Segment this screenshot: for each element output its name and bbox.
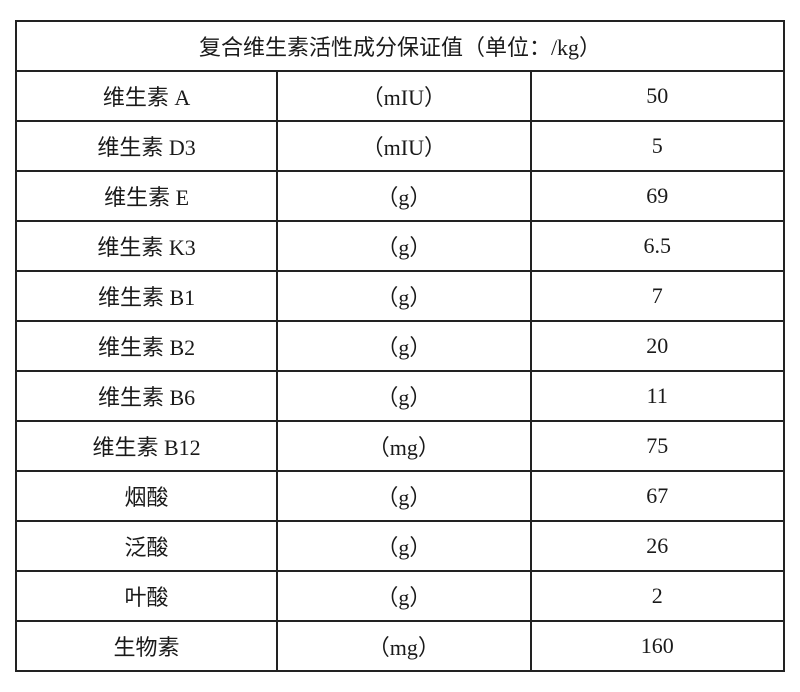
cell-value: 26 [531, 521, 784, 571]
cell-name: 维生素 B2 [16, 321, 277, 371]
cell-name: 维生素 B6 [16, 371, 277, 421]
table-row: 维生素 B2 （g） 20 [16, 321, 784, 371]
cell-name: 生物素 [16, 621, 277, 671]
cell-unit: （g） [277, 171, 530, 221]
cell-name: 维生素 B12 [16, 421, 277, 471]
cell-unit: （g） [277, 221, 530, 271]
cell-value: 160 [531, 621, 784, 671]
cell-value: 11 [531, 371, 784, 421]
cell-name: 泛酸 [16, 521, 277, 571]
cell-value: 5 [531, 121, 784, 171]
cell-value: 2 [531, 571, 784, 621]
cell-name: 叶酸 [16, 571, 277, 621]
table-header-title: 复合维生素活性成分保证值（单位：/kg） [16, 21, 784, 71]
cell-unit: （mg） [277, 621, 530, 671]
cell-name: 维生素 D3 [16, 121, 277, 171]
cell-unit: （mIU） [277, 71, 530, 121]
table-row: 维生素 B1 （g） 7 [16, 271, 784, 321]
table-row: 维生素 K3 （g） 6.5 [16, 221, 784, 271]
table-row: 维生素 D3 （mIU） 5 [16, 121, 784, 171]
table-header-row: 复合维生素活性成分保证值（单位：/kg） [16, 21, 784, 71]
table-row: 维生素 A （mIU） 50 [16, 71, 784, 121]
cell-unit: （g） [277, 471, 530, 521]
cell-value: 6.5 [531, 221, 784, 271]
cell-unit: （g） [277, 321, 530, 371]
cell-value: 7 [531, 271, 784, 321]
cell-name: 维生素 A [16, 71, 277, 121]
cell-value: 75 [531, 421, 784, 471]
cell-name: 维生素 E [16, 171, 277, 221]
cell-unit: （g） [277, 521, 530, 571]
table-row: 泛酸 （g） 26 [16, 521, 784, 571]
cell-name: 维生素 B1 [16, 271, 277, 321]
cell-unit: （g） [277, 271, 530, 321]
cell-unit: （mg） [277, 421, 530, 471]
table-row: 生物素 （mg） 160 [16, 621, 784, 671]
cell-value: 67 [531, 471, 784, 521]
cell-unit: （mIU） [277, 121, 530, 171]
table-row: 烟酸 （g） 67 [16, 471, 784, 521]
vitamin-table-container: 复合维生素活性成分保证值（单位：/kg） 维生素 A （mIU） 50 维生素 … [15, 20, 785, 672]
table-row: 叶酸 （g） 2 [16, 571, 784, 621]
cell-value: 20 [531, 321, 784, 371]
cell-value: 50 [531, 71, 784, 121]
table-row: 维生素 E （g） 69 [16, 171, 784, 221]
vitamin-table: 复合维生素活性成分保证值（单位：/kg） 维生素 A （mIU） 50 维生素 … [15, 20, 785, 672]
cell-unit: （g） [277, 571, 530, 621]
cell-name: 烟酸 [16, 471, 277, 521]
table-row: 维生素 B12 （mg） 75 [16, 421, 784, 471]
table-row: 维生素 B6 （g） 11 [16, 371, 784, 421]
cell-value: 69 [531, 171, 784, 221]
cell-unit: （g） [277, 371, 530, 421]
cell-name: 维生素 K3 [16, 221, 277, 271]
